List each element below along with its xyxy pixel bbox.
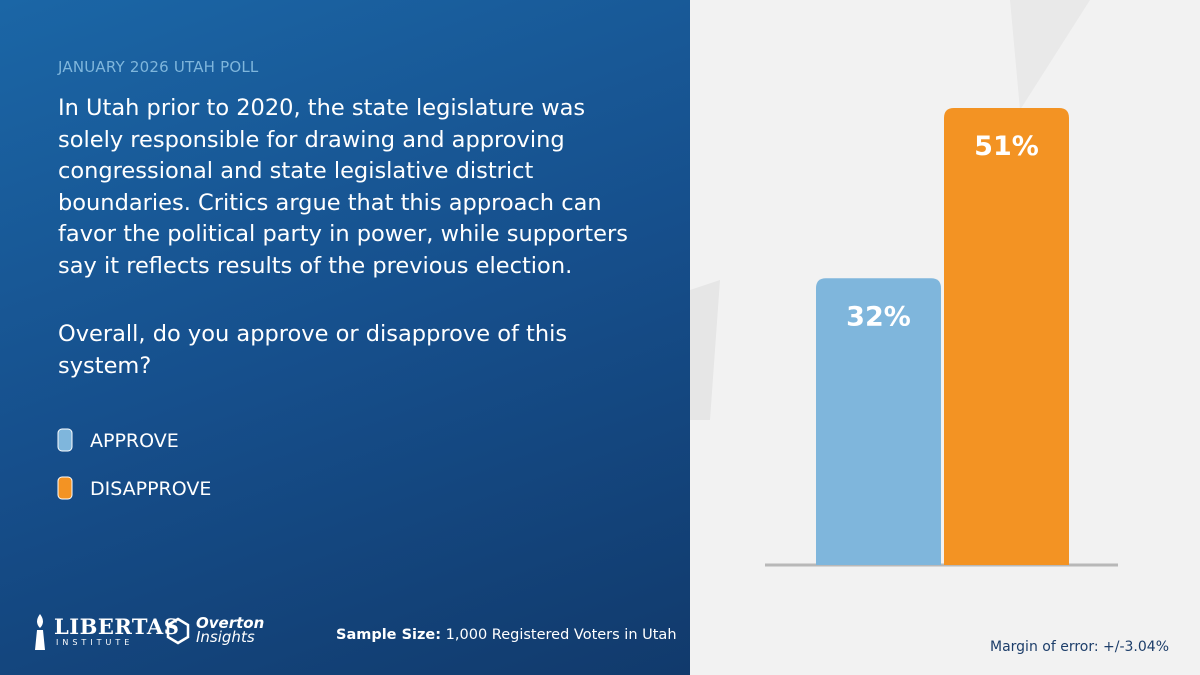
legend-label: APPROVE [90, 430, 179, 452]
value-label: 32% [846, 301, 911, 332]
kicker: JANUARY 2026 UTAH POLL [58, 58, 259, 76]
libertas-icon [35, 614, 45, 650]
legend-swatch [57, 428, 73, 452]
sample-size-label: Sample Size: [336, 627, 442, 643]
margin-of-error: Margin of error: +/-3.04% [990, 639, 1169, 655]
decor [690, 280, 720, 420]
overton-icon [166, 617, 190, 645]
question-panel [0, 0, 690, 675]
logo-text: LIBERTAS [54, 614, 180, 639]
logo-text: Insights [196, 628, 255, 646]
logo-text: INSTITUTE [56, 638, 134, 647]
legend-label: DISAPPROVE [90, 478, 211, 500]
question: In Utah prior to 2020, the state legisla… [58, 95, 628, 279]
sample-size-value: 1,000 Registered Voters in Utah [445, 627, 677, 643]
question-prompt: Overall, do you approve or disapprove of… [58, 321, 568, 379]
legend-swatch [57, 476, 73, 500]
bar [944, 108, 1069, 565]
sample-size: Sample Size: 1,000 Registered Voters in … [336, 627, 677, 643]
logo-text: Overton [196, 614, 265, 632]
decor [1010, 0, 1090, 110]
bar [816, 278, 941, 565]
value-label: 51% [974, 131, 1039, 162]
